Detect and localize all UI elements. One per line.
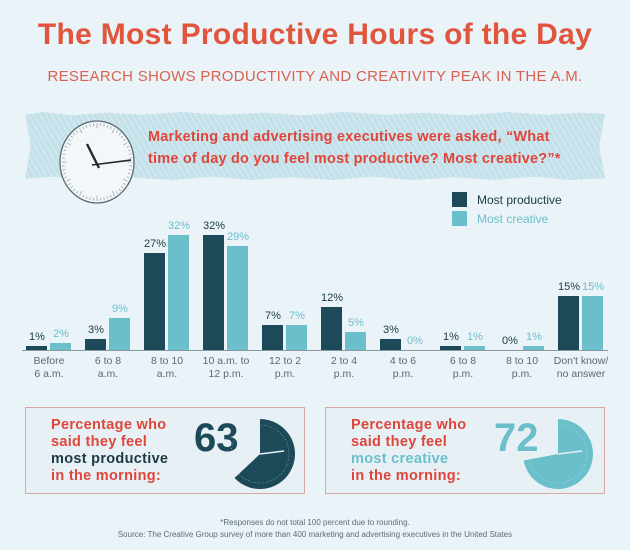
bar-creative [345,332,366,350]
bar-creative [227,245,248,350]
value-label-creative: 1% [526,331,542,344]
legend-item-creative: Most creative [452,209,562,228]
bar-productive [203,234,224,350]
category-label: 12 to 2 p.m. [268,355,302,380]
value-label-productive: 0% [502,335,518,347]
value-label-creative: 5% [348,317,364,329]
value-label-productive: 3% [383,324,399,337]
bar-productive [262,324,283,350]
category-label: 6 to 8 a.m. [94,355,122,380]
bar-productive [440,346,461,350]
category-label: 8 to 10 a.m. [150,355,184,380]
bar-productive [85,339,106,350]
legend-label: Most creative [477,211,549,226]
legend-label: Most productive [477,192,562,207]
bar-creative [50,342,71,350]
chart-baseline [22,350,608,351]
page-title: The Most Productive Hours of the Day [37,18,593,51]
bar-productive [380,339,401,350]
stat-text: Percentage who said they feel most produ… [51,417,168,485]
stat-box-creative: Percentage who said they feel most creat… [325,407,605,494]
category-label: Before 6 a.m. [33,355,65,380]
bar-creative [523,346,544,350]
category-label: 2 to 4 p.m. [330,355,358,380]
stat-line: in the morning: [351,468,462,484]
clock-icon [59,120,135,204]
value-label-creative: 29% [226,230,250,243]
stat-line: most creative [351,451,449,467]
bar-creative [109,317,130,350]
value-label-productive: 1% [29,331,45,344]
legend-swatch-productive [452,192,467,207]
value-label-productive: 32% [202,219,226,232]
footnote: *Responses do not total 100 percent due … [220,518,410,527]
stat-line: Percentage who [351,417,467,433]
legend-swatch-creative [452,211,467,226]
question-line: Marketing and advertising executives wer… [148,129,550,145]
stat-line: in the morning: [51,468,162,484]
stat-line: said they feel [51,434,148,450]
value-label-productive: 12% [320,291,344,304]
stat-value-creative: 72 [494,416,539,460]
category-label: 6 to 8 p.m. [449,355,477,380]
value-label-creative: 2% [53,327,69,340]
stat-value-productive: 63 [194,416,239,460]
value-label-creative: 32% [167,219,191,232]
value-label-creative: 9% [112,302,128,315]
survey-question: Marketing and advertising executives wer… [148,126,598,170]
bar-productive [558,296,579,350]
bar-productive [144,252,165,350]
category-label: 4 to 6 p.m. [389,355,417,380]
bar-creative [582,296,603,350]
page-subtitle: RESEARCH SHOWS PRODUCTIVITY AND CREATIVI… [47,68,583,85]
category-label: 10 a.m. to 12 p.m. [202,355,250,380]
value-label-creative: 15% [581,281,605,293]
bar-creative [464,346,485,350]
stat-line: said they feel [351,434,448,450]
question-line: time of day do you feel most productive?… [148,151,561,167]
value-label-creative: 7% [289,309,305,322]
value-label-productive: 1% [443,331,459,344]
value-label-creative: 0% [407,335,423,347]
source-note: Source: The Creative Group survey of mor… [117,530,513,539]
stat-line: most productive [51,451,169,467]
value-label-productive: 3% [88,324,104,337]
value-label-creative: 1% [467,331,483,344]
stopwatch-productive-icon [230,419,296,489]
chart-legend: Most productive Most creative [452,190,562,228]
value-label-productive: 27% [143,237,167,250]
legend-item-productive: Most productive [452,190,562,209]
bar-productive [26,346,47,350]
value-label-productive: 15% [557,281,581,293]
bar-productive [321,306,342,350]
category-label: 8 to 10 p.m. [505,355,539,380]
stopwatch-creative-icon [523,419,593,489]
category-label: Don't know/no answer [553,355,609,380]
bar-chart: 1% 2% Before 6 a.m. 3% 9% 6 to 8 a.m. 27% 32% 8 to… [0,215,630,390]
bar-creative [168,234,189,350]
stat-line: Percentage who [51,417,167,433]
stat-text: Percentage who said they feel most creat… [351,417,466,485]
stat-box-productive: Percentage who said they feel most produ… [25,407,305,494]
bar-creative [286,324,307,350]
value-label-productive: 7% [265,309,281,322]
